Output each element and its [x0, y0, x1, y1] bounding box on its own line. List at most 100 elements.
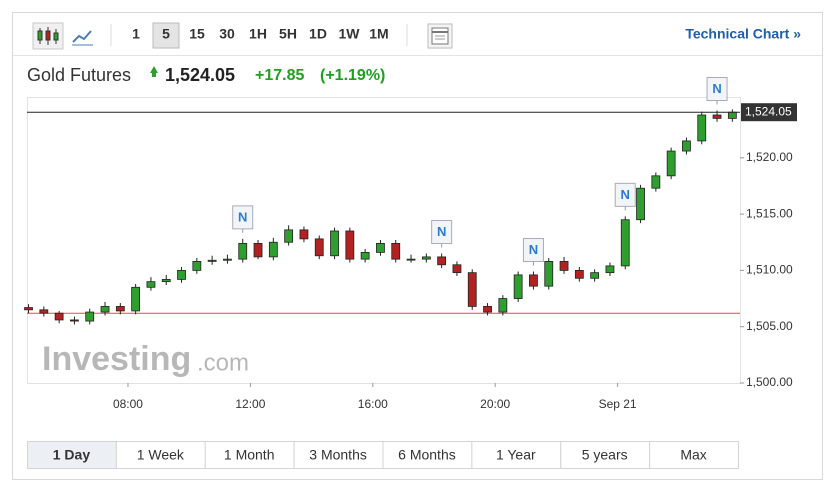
watermark-suffix: .com	[197, 349, 249, 376]
last-price-label: 1,524.05	[745, 104, 792, 118]
news-marker-label[interactable]: N	[712, 81, 721, 96]
x-tick-label: 08:00	[113, 397, 143, 411]
news-marker-label[interactable]: N	[529, 242, 538, 257]
candle-body	[24, 307, 33, 311]
candle-body	[70, 319, 79, 322]
interval-button[interactable]: 5	[162, 26, 170, 42]
up-arrow-stem	[152, 73, 156, 77]
line-icon[interactable]	[72, 30, 93, 46]
candle-body	[437, 256, 447, 266]
candle-body	[544, 260, 554, 287]
interval-button[interactable]: 30	[219, 26, 235, 42]
range-label[interactable]: Max	[680, 447, 706, 463]
news-marker[interactable]	[614, 182, 636, 207]
candle-body	[345, 230, 355, 260]
range-label[interactable]: 1 Week	[137, 447, 185, 463]
range-label[interactable]: 1 Year	[496, 447, 536, 463]
candle-body	[177, 270, 186, 280]
interval-button[interactable]: 15	[189, 26, 205, 42]
range-button[interactable]	[293, 441, 384, 469]
watermark-brand: Investing	[42, 340, 191, 378]
y-tick-label: 1,510.00	[746, 263, 793, 277]
candle-body	[727, 111, 737, 119]
range-label[interactable]: 1 Day	[53, 447, 91, 463]
candle-body	[54, 312, 64, 321]
candle-body	[115, 306, 125, 312]
range-button[interactable]	[115, 441, 206, 469]
range-button[interactable]	[382, 441, 473, 469]
candle-body	[452, 264, 462, 274]
interval-button[interactable]: 1H	[249, 26, 267, 42]
candle-icon[interactable]	[32, 22, 64, 50]
candle-body	[529, 274, 538, 287]
candle-body	[697, 114, 707, 142]
y-tick-label: 1,500.00	[746, 375, 793, 389]
news-marker-label[interactable]: N	[621, 187, 630, 202]
technical-chart-link[interactable]: Technical Chart »	[685, 26, 801, 42]
candle-body	[253, 242, 263, 258]
candle-body	[666, 150, 676, 177]
candle-body	[268, 241, 278, 258]
watermark: Investing .com	[42, 340, 249, 378]
candle-body	[100, 306, 110, 313]
candle-body	[559, 260, 569, 271]
settings-icon[interactable]	[427, 23, 453, 49]
range-button[interactable]	[649, 441, 739, 469]
candle-body	[513, 274, 523, 299]
candle-body	[467, 272, 477, 307]
candle-body	[406, 258, 416, 261]
candle-body	[238, 242, 248, 260]
candle-body	[207, 259, 217, 262]
x-tick-label: 16:00	[358, 397, 388, 411]
candle-body	[161, 279, 171, 283]
candle-body	[620, 219, 630, 267]
range-label[interactable]: 6 Months	[398, 447, 456, 463]
candle-body	[651, 175, 661, 189]
candle-body	[360, 251, 370, 260]
news-marker[interactable]	[522, 238, 544, 263]
interval-button[interactable]: 1W	[339, 26, 361, 42]
candle-body	[712, 114, 722, 119]
range-button[interactable]	[471, 441, 562, 469]
x-tick-label: 12:00	[235, 397, 265, 411]
candle-body	[483, 306, 492, 313]
candle-body	[299, 229, 309, 240]
candle-body	[636, 187, 645, 221]
frame	[12, 12, 823, 480]
y-tick-label: 1,515.00	[746, 206, 793, 220]
candle-body	[574, 270, 584, 279]
candle-body	[391, 242, 401, 260]
range-label[interactable]: 3 Months	[309, 447, 367, 463]
news-marker-label[interactable]: N	[437, 224, 446, 239]
interval-button[interactable]: 1M	[369, 26, 388, 42]
candle-body	[146, 281, 156, 288]
interval-button[interactable]: 1	[132, 26, 140, 42]
news-marker[interactable]	[706, 77, 728, 102]
candle-body	[223, 258, 232, 261]
candle-body	[131, 286, 141, 312]
news-marker[interactable]	[232, 205, 254, 230]
x-tick-label: 20:00	[480, 397, 510, 411]
range-button[interactable]	[27, 441, 117, 469]
interval-button[interactable]: 1D	[309, 26, 327, 42]
candle-body	[605, 265, 615, 274]
range-button[interactable]	[560, 441, 651, 469]
candle-body	[590, 272, 600, 279]
range-label[interactable]: 5 years	[582, 447, 628, 463]
x-tick-label: Sep 21	[599, 397, 637, 411]
candle-body	[330, 230, 339, 257]
candle-body	[284, 229, 294, 243]
instrument-name: Gold Futures	[27, 65, 131, 85]
y-tick-label: 1,505.00	[746, 319, 793, 333]
header-price: 1,524.05	[165, 65, 235, 85]
interval-button[interactable]: 5H	[279, 26, 297, 42]
news-marker-label[interactable]: N	[238, 209, 247, 224]
up-arrow	[150, 66, 158, 73]
candle-body	[85, 311, 95, 322]
interval-active-bg	[152, 22, 180, 49]
news-marker[interactable]	[431, 220, 453, 245]
header-change: +17.85	[255, 67, 304, 84]
candle-body	[39, 309, 49, 314]
range-label[interactable]: 1 Month	[224, 447, 275, 463]
